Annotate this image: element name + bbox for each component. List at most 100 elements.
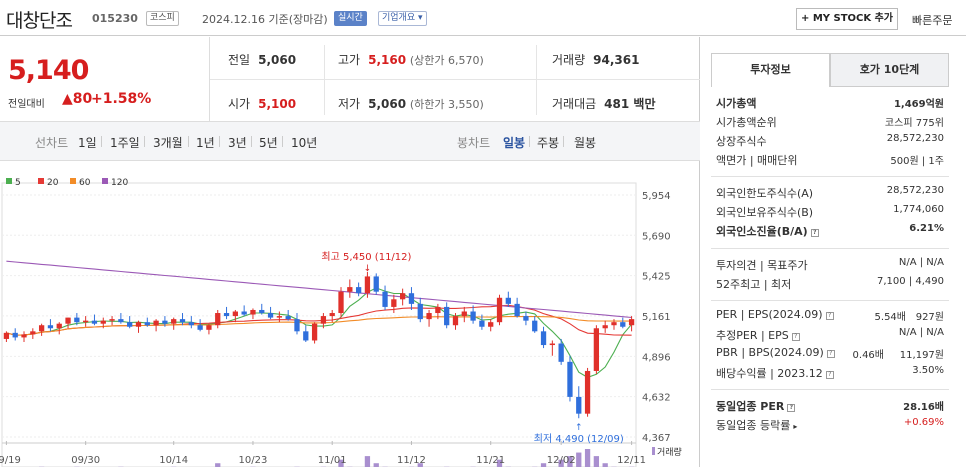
candle-body — [338, 292, 343, 313]
x-tick-label: 12/02 — [547, 455, 576, 466]
candle-body — [523, 316, 528, 321]
candle-body — [409, 293, 414, 304]
volume-bar — [541, 463, 546, 467]
candle-body — [48, 325, 53, 328]
candle-body — [215, 313, 220, 325]
quick-order-button[interactable]: 빠른주문 — [912, 12, 952, 28]
tab-daily[interactable]: 일봉 — [503, 134, 525, 151]
candle-body — [418, 304, 423, 319]
candle-body — [242, 312, 247, 315]
candle-body — [453, 316, 458, 325]
tab-weekly[interactable]: 주봉 — [537, 134, 559, 151]
market-badge: 코스피 — [146, 11, 179, 26]
foreign-limit-row: 외국인한도주식수(A)28,572,230 — [716, 185, 944, 203]
candle-body — [118, 319, 123, 322]
tab-monthly[interactable]: 월봉 — [574, 134, 596, 151]
candle-body — [39, 325, 44, 331]
x-tick-label: 11/01 — [318, 455, 347, 466]
candle-body — [21, 334, 26, 337]
candle-body — [224, 313, 229, 316]
help-icon[interactable]: ? — [826, 371, 834, 379]
help-icon[interactable]: ? — [826, 312, 834, 320]
tab-orderbook[interactable]: 호가 10단계 — [830, 53, 949, 87]
legend-label: 20 — [47, 178, 59, 188]
company-overview-dropdown[interactable]: 기업개요 ▾ — [378, 11, 427, 26]
candle-body — [506, 298, 511, 304]
legend-swatch — [102, 178, 108, 184]
candle-body — [365, 276, 370, 293]
low-annotation: 최저 4,490 (12/09) — [534, 433, 624, 445]
add-mystock-button[interactable]: + MY STOCK 추가 — [796, 8, 898, 30]
volume-bar — [215, 463, 220, 467]
candle-body — [620, 322, 625, 327]
tab-1y[interactable]: 1년 — [196, 134, 215, 151]
x-tick-label: 11/21 — [476, 455, 505, 466]
volume-bar — [585, 449, 590, 467]
foreign-hold-row: 외국인보유주식수(B)1,774,060 — [716, 204, 944, 222]
candle-body — [312, 324, 317, 341]
est-per-row: 추정PER | EPS? N/A | N/A — [716, 327, 944, 345]
tab-5y[interactable]: 5년 — [259, 134, 278, 151]
realtime-badge[interactable]: 실시간 — [334, 11, 367, 26]
y-tick-label: 5,690 — [642, 231, 671, 242]
candle-body — [462, 312, 467, 317]
candle-body — [347, 287, 352, 292]
candle-body — [400, 293, 405, 299]
chart-frame — [2, 183, 636, 467]
base-date: 2024.12.16 기준(장마감) — [202, 11, 328, 27]
tab-3m[interactable]: 3개월 — [153, 134, 183, 151]
stock-name: 대창단조 — [6, 6, 72, 33]
y-tick-label: 5,954 — [642, 191, 671, 202]
candle-body — [57, 324, 62, 329]
candle-body — [109, 319, 114, 321]
candle-body — [127, 322, 132, 327]
candle-body — [541, 331, 546, 345]
candle-body — [206, 325, 211, 330]
candle-body — [488, 322, 493, 327]
candle-body — [277, 316, 282, 318]
candle-chart-label: 봉차트 — [457, 134, 490, 151]
help-icon[interactable]: ? — [792, 333, 800, 341]
help-icon[interactable]: ? — [811, 229, 819, 237]
tab-3y[interactable]: 3년 — [228, 134, 247, 151]
candle-body — [153, 321, 158, 326]
candle-body — [321, 316, 326, 324]
tab-1w[interactable]: 1주일 — [110, 134, 140, 151]
tab-10y[interactable]: 10년 — [291, 134, 317, 151]
candle-body — [514, 304, 519, 316]
candle-body — [162, 321, 167, 324]
current-price-box: 5,140 전일대비 ▲80 +1.58% — [0, 37, 210, 121]
candle-body — [435, 307, 440, 313]
candle-body — [171, 319, 176, 324]
current-price: 5,140 — [8, 55, 88, 86]
candle-body — [444, 307, 449, 325]
change-label: 전일대비 — [8, 95, 45, 110]
tab-1d[interactable]: 1일 — [78, 134, 97, 151]
candle-body — [559, 344, 564, 362]
help-icon[interactable]: ? — [787, 404, 795, 412]
candle-body — [426, 313, 431, 319]
candle-body — [479, 321, 484, 327]
candle-body — [374, 276, 379, 291]
caret-right-icon[interactable]: ▸ — [793, 422, 797, 431]
x-tick-label: 10/23 — [239, 455, 268, 466]
high-annotation: 최고 5,450 (11/12) — [321, 251, 411, 263]
x-tick-label: 11/12 — [397, 455, 426, 466]
help-icon[interactable]: ? — [827, 350, 835, 358]
volume-bar — [576, 453, 581, 467]
legend-swatch — [38, 178, 44, 184]
change-value: ▲80 — [62, 91, 92, 107]
tab-investment-info[interactable]: 투자정보 — [711, 53, 830, 87]
x-tick-label: 09/30 — [71, 455, 100, 466]
